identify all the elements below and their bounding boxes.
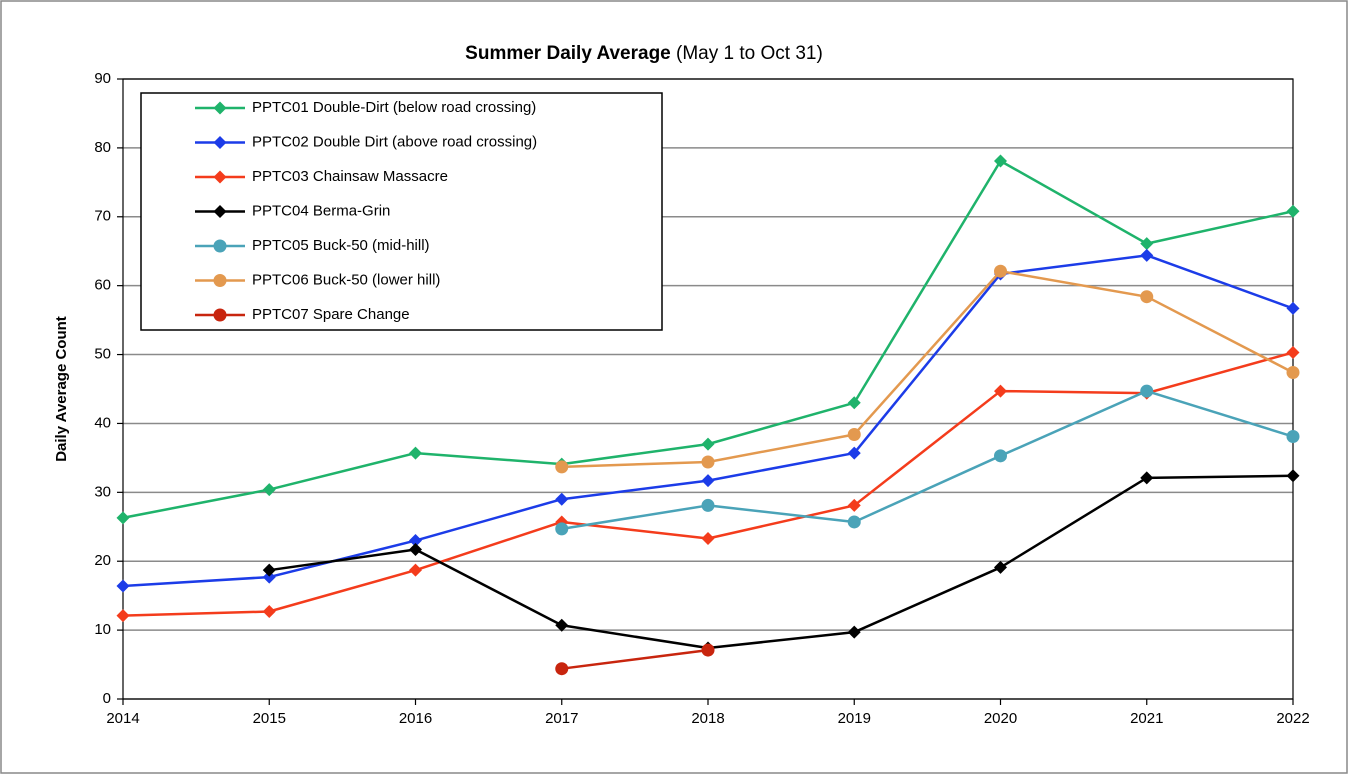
series-line — [561, 648, 709, 670]
point — [701, 498, 715, 512]
y-tick-label: 50 — [94, 346, 111, 363]
point — [409, 534, 422, 548]
legend-label: PPTC02 Double Dirt (above road crossing) — [252, 133, 537, 150]
x-tick-label: 2014 — [106, 710, 139, 727]
legend-label: PPTC04 Berma-Grin — [252, 202, 390, 219]
point — [116, 579, 130, 593]
point — [994, 264, 1007, 278]
chart-title-group: Summer Daily Average (May 1 to Oct 31) — [465, 43, 823, 64]
point — [555, 618, 569, 632]
plot-border — [122, 78, 1294, 700]
point — [1286, 204, 1300, 218]
x-tick-label: 2016 — [399, 710, 432, 727]
point — [847, 396, 861, 410]
point — [262, 570, 276, 584]
point — [847, 498, 861, 512]
point — [409, 543, 422, 557]
legend-label: PPTC06 Buck-50 (lower hill) — [252, 271, 440, 288]
point — [994, 449, 1007, 463]
point — [555, 662, 569, 676]
point — [847, 427, 861, 441]
x-tick-label: 2015 — [253, 710, 286, 727]
legend-swatch — [213, 274, 227, 287]
chart-subtitle: (May 1 to Oct 31) — [676, 43, 823, 64]
legend-label: PPTC05 Buck-50 (mid-hill) — [252, 237, 430, 254]
legend-swatch — [213, 170, 227, 184]
y-tick-label: 70 — [94, 208, 111, 225]
series-line — [269, 474, 1294, 650]
point — [701, 455, 715, 469]
legend-label: PPTC03 Chainsaw Massacre — [252, 168, 448, 185]
point — [994, 384, 1007, 398]
point — [1286, 301, 1300, 315]
point — [701, 643, 715, 657]
point — [1140, 237, 1154, 251]
y-axis-label: Daily Average Count — [53, 316, 70, 462]
point — [1140, 248, 1154, 262]
x-tick-label: 2022 — [1276, 710, 1309, 727]
point — [555, 492, 569, 506]
point — [1286, 365, 1300, 379]
y-tick-label: 10 — [94, 621, 111, 638]
x-tick-label: 2019 — [838, 710, 871, 727]
chart-title: Summer Daily Average — [465, 43, 671, 64]
point — [1140, 471, 1154, 485]
point — [1286, 430, 1300, 444]
point — [116, 511, 130, 525]
legend-swatch — [213, 136, 227, 149]
point — [262, 605, 276, 619]
point — [1286, 469, 1300, 483]
point — [409, 446, 422, 460]
y-tick-label: 90 — [94, 70, 111, 87]
x-tick-label: 2017 — [545, 710, 578, 727]
legend-swatch — [213, 308, 227, 322]
point — [994, 560, 1007, 574]
point — [1286, 345, 1300, 359]
point — [555, 522, 569, 536]
legend-label: PPTC01 Double-Dirt (below road crossing) — [252, 99, 536, 116]
legend-label: PPTC07 Spare Change — [252, 306, 410, 323]
point — [1140, 384, 1154, 398]
point — [1140, 290, 1154, 304]
point — [409, 563, 422, 577]
point — [262, 563, 276, 577]
legend-box — [140, 92, 663, 331]
series-line — [561, 389, 1294, 531]
y-tick-label: 0 — [103, 690, 111, 707]
point — [116, 609, 130, 623]
point — [701, 474, 715, 488]
legend-swatch — [213, 239, 227, 253]
y-tick-label: 60 — [94, 277, 111, 294]
legend-swatch — [213, 101, 227, 115]
y-tick-label: 20 — [94, 552, 111, 569]
point — [701, 531, 715, 545]
point — [555, 460, 569, 474]
x-tick-label: 2021 — [1130, 710, 1163, 727]
point — [262, 483, 276, 497]
x-tick-label: 2020 — [984, 710, 1017, 727]
point — [847, 515, 861, 529]
y-tick-label: 30 — [94, 483, 111, 500]
x-tick-label: 2018 — [691, 710, 724, 727]
point — [994, 154, 1007, 168]
point — [847, 446, 861, 460]
series-line — [561, 269, 1294, 469]
point — [847, 625, 861, 639]
point — [701, 437, 715, 451]
y-tick-label: 40 — [94, 414, 111, 431]
y-tick-label: 80 — [94, 139, 111, 156]
legend-swatch — [213, 205, 227, 218]
